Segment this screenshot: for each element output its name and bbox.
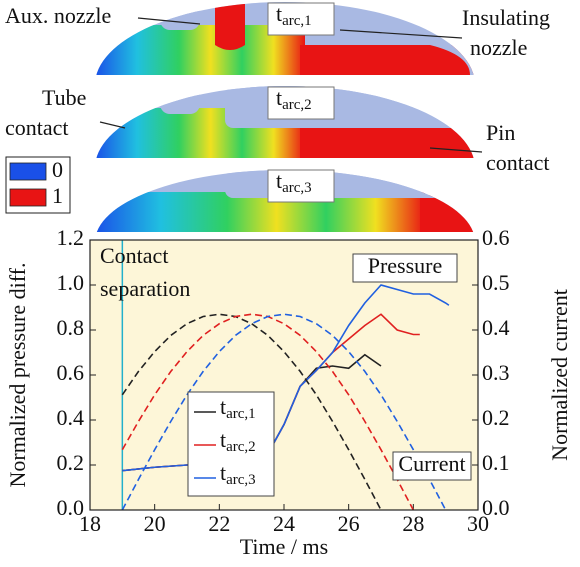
y2-tick-label: 0.0 [482,495,510,520]
x-axis-label: Time / ms [240,534,328,559]
legend-label: tarc,1 [220,394,256,422]
y2-axis-label: Normalized current [547,289,572,461]
label-box [267,2,335,36]
x-tick-label: 26 [338,511,360,536]
image-label: tarc,1 [276,1,312,29]
y2-tick-label: 0.4 [482,315,510,340]
y2-tick-label: 0.2 [482,405,510,430]
colorbar-swatch [9,188,47,207]
y-tick-label: 0.8 [57,315,85,340]
y-tick-label: 0.0 [57,495,85,520]
x-tick-label: 18 [79,511,101,536]
colorbar-label: 0 [52,157,63,182]
callout: Aux. nozzle [5,3,111,28]
annotation-box [392,451,472,481]
callout: contact [5,115,69,140]
colorbar-swatch [9,162,47,181]
image-label: tarc,2 [276,85,312,113]
callout: Insulating [462,5,550,30]
y2-tick-label: 0.1 [482,450,510,475]
plot-frame [89,239,479,511]
callout-lines [99,17,483,153]
x-tick-label: 24 [273,511,295,536]
colorbar-label: 1 [52,183,63,208]
chart: 18 20 22 24 26 28 300.00.20.40.60.81.01.20.00.… [5,225,572,559]
x-tick-label: 28 [402,511,424,536]
callout: contact [486,150,550,175]
callout: Pin [486,120,515,145]
y-tick-label: 0.6 [57,360,85,385]
annotation: Pressure [368,253,443,278]
current-line [121,313,447,511]
label-box [267,86,335,120]
callout: Tube [42,85,86,110]
x-tick-label: 20 [144,511,166,536]
callout: nozzle [470,35,527,60]
image-label: tarc,3 [276,168,312,196]
annotation: separation [100,276,190,301]
y2-tick-label: 0.6 [482,225,510,250]
label-box [267,169,335,203]
legend-label: tarc,3 [220,460,256,488]
x-tick-label: 30 [467,511,489,536]
y-axis-label: Normalized pressure diff. [5,262,30,487]
image-labels: tarc,1 tarc,2 tarc,3 [267,1,335,203]
current-line [121,313,382,511]
y-tick-label: 1.2 [57,225,85,250]
annotation-box [352,253,458,283]
y2-tick-label: 0.5 [482,270,510,295]
y2-tick-label: 0.3 [482,360,510,385]
x-tick-label: 22 [208,511,230,536]
colorbar: 01 [5,156,71,214]
y-tick-label: 0.4 [57,405,85,430]
legend-label: tarc,2 [220,427,256,455]
y-tick-label: 1.0 [57,270,85,295]
annotation: Contact [100,243,168,268]
annotation: Current [398,451,465,476]
y-tick-label: 0.2 [57,450,85,475]
